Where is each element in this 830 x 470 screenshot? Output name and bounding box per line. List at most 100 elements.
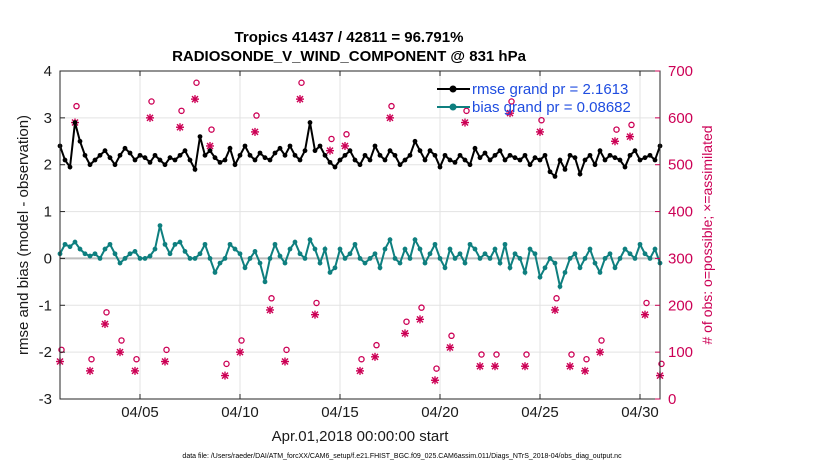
y2-tick-label: 700 <box>668 63 693 80</box>
assimilated-count-marker <box>371 352 379 361</box>
bias-point <box>642 251 648 257</box>
assimilated-count-marker <box>251 127 259 136</box>
possible-count-marker <box>358 355 365 363</box>
asterisk-stroke <box>356 367 364 375</box>
rmse-point <box>72 120 78 125</box>
assimilated-count-marker <box>611 137 619 146</box>
assimilated-count-marker <box>596 348 604 357</box>
assimilated-count-marker <box>236 348 244 357</box>
asterisk-stroke <box>506 109 514 117</box>
possible-count-marker <box>388 102 395 110</box>
y2-tick-label: 600 <box>668 110 693 127</box>
asterisk-stroke <box>431 376 439 384</box>
rmse-point <box>87 162 93 168</box>
bias-point <box>547 256 553 261</box>
plot-frame <box>59 70 661 400</box>
bias-point <box>177 239 183 245</box>
bias-point <box>277 253 283 259</box>
bias-point <box>612 265 618 271</box>
rmse-point <box>397 162 403 168</box>
rmse-point <box>252 157 258 163</box>
assimilated-count-marker <box>341 141 349 150</box>
bias-point <box>492 246 498 252</box>
bias-point <box>222 256 228 261</box>
bias-point <box>432 241 438 247</box>
y2-tick-label: 0 <box>668 391 676 408</box>
possible-count-marker <box>658 360 665 368</box>
assimilated-count-marker <box>221 371 229 380</box>
possible-count-marker <box>478 351 485 358</box>
asterisk-stroke <box>446 343 454 351</box>
legend: rmse grand pr = 2.1613 bias grand pr = 0… <box>437 81 631 116</box>
rmse-point <box>317 143 323 149</box>
y-tick-label: 3 <box>44 110 52 127</box>
y2-tick-label: 100 <box>668 344 693 361</box>
bias-point <box>607 251 613 257</box>
bias-point <box>262 279 268 285</box>
bias-point <box>382 246 388 252</box>
rmse-point <box>162 162 168 168</box>
bias-point <box>552 260 558 266</box>
bias-point <box>542 265 548 271</box>
rmse-point <box>227 145 233 151</box>
bias-point <box>402 246 408 252</box>
bias-point <box>147 253 153 259</box>
possible-count-marker <box>553 295 560 302</box>
bias-point <box>327 270 333 275</box>
rmse-point <box>637 157 643 163</box>
x-tick-label: 04/10 <box>221 404 259 421</box>
bias-point <box>337 246 343 252</box>
rmse-point <box>592 162 598 168</box>
bias-point <box>167 251 173 257</box>
rmse-point <box>477 155 483 161</box>
rmse-point <box>292 152 298 158</box>
bias-point <box>272 241 278 247</box>
rmse-point <box>207 148 213 154</box>
y-axis-left: -3 -2 -1 0 1 2 3 4 <box>39 63 65 408</box>
asterisk-stroke <box>161 358 169 366</box>
assimilated-count-marker <box>386 113 394 122</box>
asterisk-stroke <box>251 128 259 136</box>
bias-point <box>297 251 303 257</box>
possible-count-marker <box>298 79 305 86</box>
bias-point <box>497 260 503 266</box>
rmse-point <box>347 148 353 154</box>
bias-point <box>157 223 163 229</box>
bias-point <box>367 256 373 261</box>
rmse-point <box>182 148 188 154</box>
bias-point <box>362 260 368 266</box>
rmse-point <box>642 155 648 161</box>
bias-point <box>632 256 638 261</box>
rmse-point <box>157 157 163 163</box>
bias-point <box>357 256 363 261</box>
rmse-point <box>187 157 193 163</box>
rmse-point <box>562 167 568 172</box>
bias-point <box>522 270 528 275</box>
rmse-point <box>147 159 153 165</box>
bias-point <box>562 270 568 275</box>
bias-point <box>587 246 593 252</box>
rmse-point <box>387 148 393 154</box>
assimilated-count-marker <box>551 305 559 314</box>
assimilated-count-marker <box>536 127 544 136</box>
rmse-point <box>447 157 453 163</box>
legend-bias-label: bias grand pr = 0.08682 <box>472 99 631 116</box>
possible-count-marker <box>328 135 335 143</box>
rmse-point <box>502 157 508 163</box>
asterisk-stroke <box>281 358 289 366</box>
rmse-point <box>452 159 458 165</box>
asterisk-stroke <box>491 362 499 370</box>
possible-count-marker <box>598 337 605 344</box>
bias-point <box>192 256 198 261</box>
asterisk-stroke <box>371 353 379 361</box>
bias-point <box>92 251 98 257</box>
bias-point <box>87 253 93 259</box>
possible-count-marker <box>163 346 170 354</box>
assimilated-count-marker <box>356 366 364 375</box>
rmse-point <box>412 138 418 144</box>
assimilated-count-marker <box>461 118 469 127</box>
asterisk-stroke <box>416 315 424 323</box>
asterisk-stroke <box>191 95 199 103</box>
bias-point <box>127 251 133 257</box>
bias-point <box>507 265 513 271</box>
